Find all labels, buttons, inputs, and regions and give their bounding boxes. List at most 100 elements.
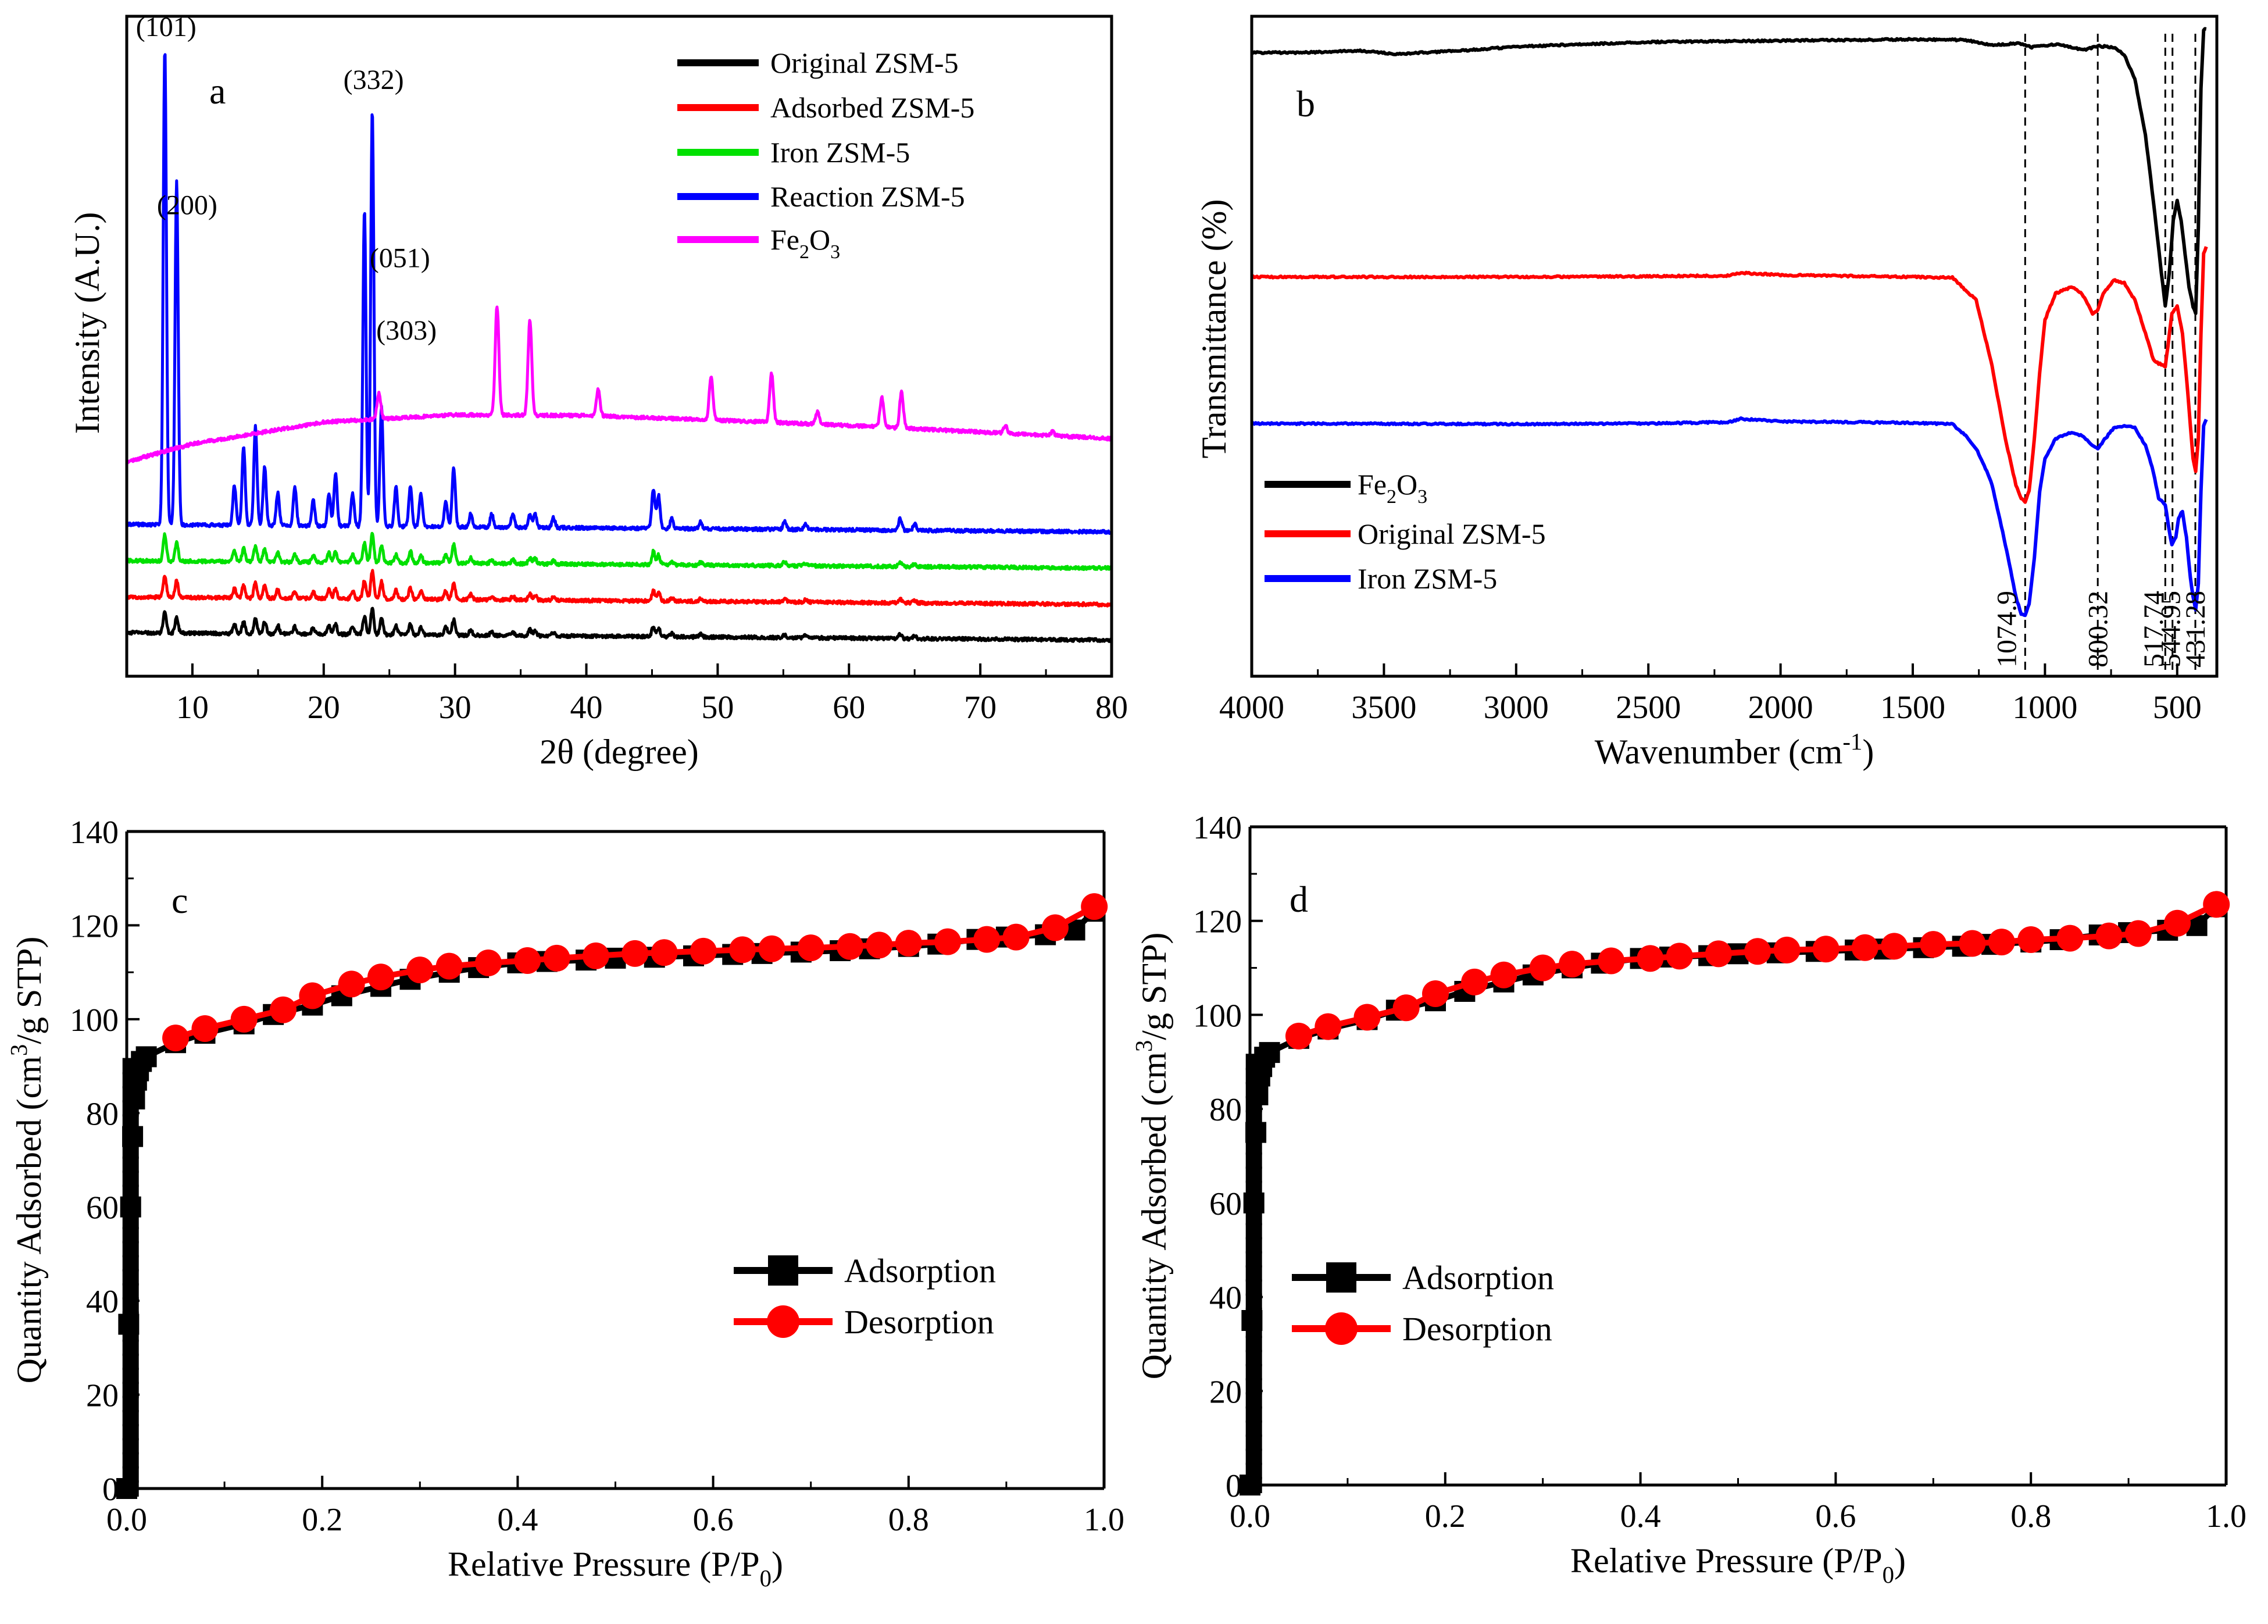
legend-label: Adsorption	[844, 1252, 996, 1290]
text-span: Quantity Adsorbed (cm	[10, 1056, 48, 1383]
adsorption-marker	[1245, 1350, 1262, 1366]
desorption-marker	[622, 940, 649, 967]
text-span: -1	[1842, 729, 1862, 755]
desorption-marker	[435, 952, 463, 980]
x-tick-label: 1.0	[2206, 1498, 2246, 1534]
adsorption-marker	[1259, 1042, 1280, 1063]
peak-label: (200)	[157, 190, 217, 221]
panel-a-x-tick-label: 70	[964, 690, 997, 726]
x-tick-label: 0.0	[1230, 1498, 1270, 1534]
desorption-marker	[1773, 936, 1801, 963]
adsorption-marker	[1245, 1336, 1262, 1352]
panel-a-frame	[125, 15, 1113, 678]
text-span: Wavenumber (cm	[1595, 733, 1843, 771]
adsorption-marker	[122, 1227, 139, 1244]
panel-a-x-tick-label: 40	[570, 690, 603, 726]
series-line-original-zsm-5	[125, 606, 1113, 643]
adsorption-marker	[122, 1354, 139, 1370]
panel-b-x-tick-label: 500	[2153, 690, 2202, 726]
adsorption-marker	[1245, 1223, 1262, 1240]
adsorption-marker	[1245, 1392, 1262, 1409]
desorption-marker	[1881, 933, 1908, 960]
text-span: Original ZSM-5	[1358, 517, 1546, 550]
adsorption-marker	[1245, 1054, 1262, 1070]
legend-label: Fe2O3	[1358, 468, 1427, 508]
desorption-marker	[1002, 923, 1030, 951]
desorption-marker	[934, 928, 962, 955]
adsorption-marker	[122, 1157, 139, 1173]
text-span: O	[1396, 468, 1417, 501]
text-span: 0	[760, 1565, 772, 1591]
peak-label: (303)	[376, 315, 437, 346]
x-tick-label: 0.2	[1425, 1498, 1466, 1534]
adsorption-marker	[122, 1100, 139, 1117]
adsorption-marker	[122, 1395, 139, 1412]
legend-marker-square	[1326, 1262, 1356, 1293]
wavenumber-label: 517.74	[2138, 591, 2169, 668]
x-axis-title: Wavenumber (cm-1)	[1595, 729, 1874, 771]
adsorption-marker	[122, 1382, 139, 1398]
adsorption-marker	[1245, 1293, 1262, 1310]
legend-label: Fe2O3	[770, 223, 840, 263]
adsorption-marker	[1245, 1322, 1262, 1339]
desorption-marker	[338, 970, 365, 998]
panel-b-x-tick-label: 4000	[1219, 690, 1284, 726]
panel-b-frame	[1250, 15, 2219, 678]
series-line-fe2o3	[1251, 27, 2207, 315]
panel-b-x-tick-label: 1500	[1880, 690, 1945, 726]
y-tick-label: 100	[1193, 998, 1242, 1034]
desorption-marker	[690, 937, 717, 965]
panel-b-x-tick-label: 2500	[1616, 690, 1681, 726]
x-tick-label: 1.0	[1084, 1502, 1124, 1538]
y-tick-label: 0	[102, 1472, 119, 1508]
desorption-marker	[651, 939, 678, 966]
y-tick-label: 20	[1209, 1374, 1242, 1410]
legend-label: Original ZSM-5	[770, 47, 959, 79]
y-tick-label: 140	[70, 815, 119, 851]
legend-label: Iron ZSM-5	[770, 136, 910, 169]
panel-label: c	[172, 880, 188, 921]
desorption-marker	[729, 936, 756, 963]
panel-b-x-tick-label: 1000	[2012, 690, 2077, 726]
panel-a-x-tick-label: 80	[1095, 690, 1128, 726]
desorption-marker	[1666, 943, 1693, 970]
y-tick-label: 100	[70, 1002, 119, 1038]
adsorption-marker	[1245, 1138, 1262, 1155]
legend-label: Reaction ZSM-5	[770, 180, 965, 213]
adsorption-marker	[135, 1046, 157, 1068]
text-span: )	[1862, 733, 1874, 771]
text-span: Quantity Adsorbed (cm	[1135, 1052, 1173, 1379]
desorption-marker	[162, 1025, 190, 1052]
adsorption-marker	[122, 1212, 139, 1229]
desorption-marker	[191, 1015, 219, 1042]
y-tick-label: 0	[1226, 1468, 1242, 1504]
desorption-marker	[2124, 920, 2152, 947]
adsorption-marker	[122, 1198, 139, 1215]
x-tick-label: 0.8	[2010, 1498, 2051, 1534]
desorption-marker	[1392, 994, 1420, 1022]
series-line-adsorbed-zsm-5	[125, 569, 1113, 608]
text-span: 2	[799, 241, 809, 263]
desorption-marker	[406, 956, 434, 984]
adsorption-marker	[1245, 1237, 1262, 1254]
adsorption-marker	[122, 1241, 139, 1258]
x-tick-label: 0.6	[1815, 1498, 1856, 1534]
adsorption-marker	[1245, 1110, 1262, 1127]
y-tick-label: 20	[86, 1378, 119, 1414]
adsorption-marker	[1245, 1152, 1262, 1169]
panel-a: 10 20 30 40 50 60 70 80 2θ (degree) Intensity (A.…	[68, 12, 1128, 771]
adsorption-marker	[1245, 1462, 1262, 1479]
desorption-marker	[1959, 930, 1986, 957]
adsorption-marker	[122, 1368, 139, 1384]
adsorption-marker	[1245, 1180, 1262, 1197]
desorption-marker	[895, 930, 922, 957]
adsorption-marker	[1245, 1265, 1262, 1282]
y-axis-title: Quantity Adsorbed (cm3/g STP)	[6, 937, 48, 1384]
adsorption-marker	[1245, 1194, 1262, 1211]
desorption-marker	[1559, 951, 1586, 978]
text-span: Adsorbed ZSM-5	[770, 91, 974, 124]
adsorption-marker	[1245, 1166, 1262, 1183]
adsorption-marker	[122, 1409, 139, 1426]
adsorption-marker	[122, 1452, 139, 1469]
